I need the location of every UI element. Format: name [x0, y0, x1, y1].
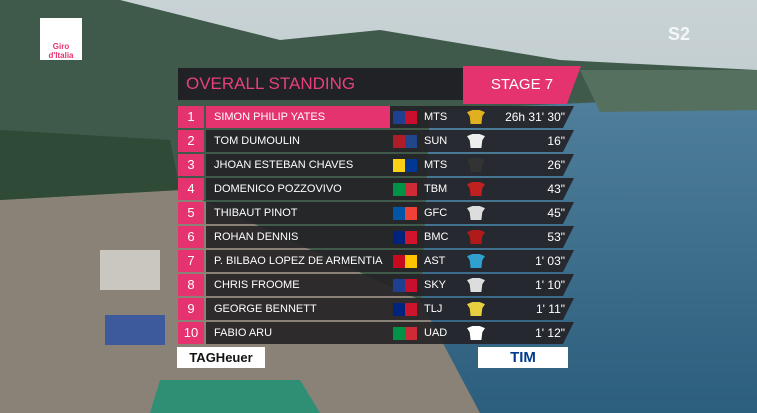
flag	[393, 207, 417, 220]
time-gap: 26"	[547, 158, 565, 172]
sponsor-tim: TIM	[478, 347, 568, 368]
rider-name: P. BILBAO LOPEZ DE ARMENTIA	[214, 255, 383, 267]
team-code: TLJ	[424, 303, 443, 315]
flag	[393, 327, 417, 340]
rider-name: THIBAUT PINOT	[214, 207, 298, 219]
time-gap: 53"	[547, 230, 565, 244]
jersey	[467, 206, 485, 220]
rank-cell: 2	[178, 130, 204, 152]
rank-cell: 7	[178, 250, 204, 272]
jersey	[467, 254, 485, 268]
rider-name: ROHAN DENNIS	[214, 231, 299, 243]
sponsor-tagheuer: TAGHeuer	[177, 347, 265, 368]
team-code: BMC	[424, 231, 449, 243]
giro-logo: Giro d'Italia	[40, 18, 82, 60]
jersey	[467, 182, 485, 196]
jersey	[467, 158, 485, 172]
rank-cell: 1	[178, 106, 204, 128]
flag	[393, 279, 417, 292]
rank-cell: 6	[178, 226, 204, 248]
standing-title: OVERALL STANDING	[178, 68, 478, 100]
rider-name: JHOAN ESTEBAN CHAVES	[214, 159, 354, 171]
team-code: AST	[424, 255, 446, 267]
jersey	[467, 302, 485, 316]
jersey	[467, 230, 485, 244]
flag	[393, 159, 417, 172]
team-code: UAD	[424, 327, 448, 339]
rank-cell: 8	[178, 274, 204, 296]
team-code: MTS	[424, 159, 448, 171]
time-gap: 43"	[547, 182, 565, 196]
rider-name: CHRIS FROOME	[214, 279, 300, 291]
rider-name: GEORGE BENNETT	[214, 303, 317, 315]
team-code: TBM	[424, 183, 448, 195]
stage-label: STAGE 7	[463, 66, 581, 104]
team-code: GFC	[424, 207, 448, 219]
flag	[393, 135, 417, 148]
jersey	[467, 134, 485, 148]
rider-name: SIMON PHILIP YATES	[206, 106, 390, 128]
time-gap: 1' 11"	[535, 302, 565, 316]
rank-cell: 10	[178, 322, 204, 344]
time-gap: 1' 10"	[535, 278, 565, 292]
rank-cell: 5	[178, 202, 204, 224]
rank-cell: 4	[178, 178, 204, 200]
channel-logo: S2	[668, 24, 691, 44]
team-code: SUN	[424, 135, 448, 147]
jersey	[467, 278, 485, 292]
time-gap: 1' 12"	[535, 326, 565, 340]
jersey	[467, 326, 485, 340]
time-gap: 1' 03"	[535, 254, 565, 268]
time-gap: 16"	[547, 134, 565, 148]
rank-cell: 3	[178, 154, 204, 176]
flag	[393, 231, 417, 244]
flag	[393, 255, 417, 268]
flag	[393, 111, 417, 124]
rider-name: FABIO ARU	[214, 327, 273, 339]
rider-name: DOMENICO POZZOVIVO	[214, 183, 342, 195]
time-gap: 26h 31' 30"	[505, 110, 565, 124]
rank-cell: 9	[178, 298, 204, 320]
rider-name: TOM DUMOULIN	[214, 135, 300, 147]
jersey	[467, 110, 485, 124]
team-code: SKY	[424, 279, 447, 291]
flag	[393, 183, 417, 196]
flag	[393, 303, 417, 316]
team-code: MTS	[424, 111, 448, 123]
time-gap: 45"	[547, 206, 565, 220]
